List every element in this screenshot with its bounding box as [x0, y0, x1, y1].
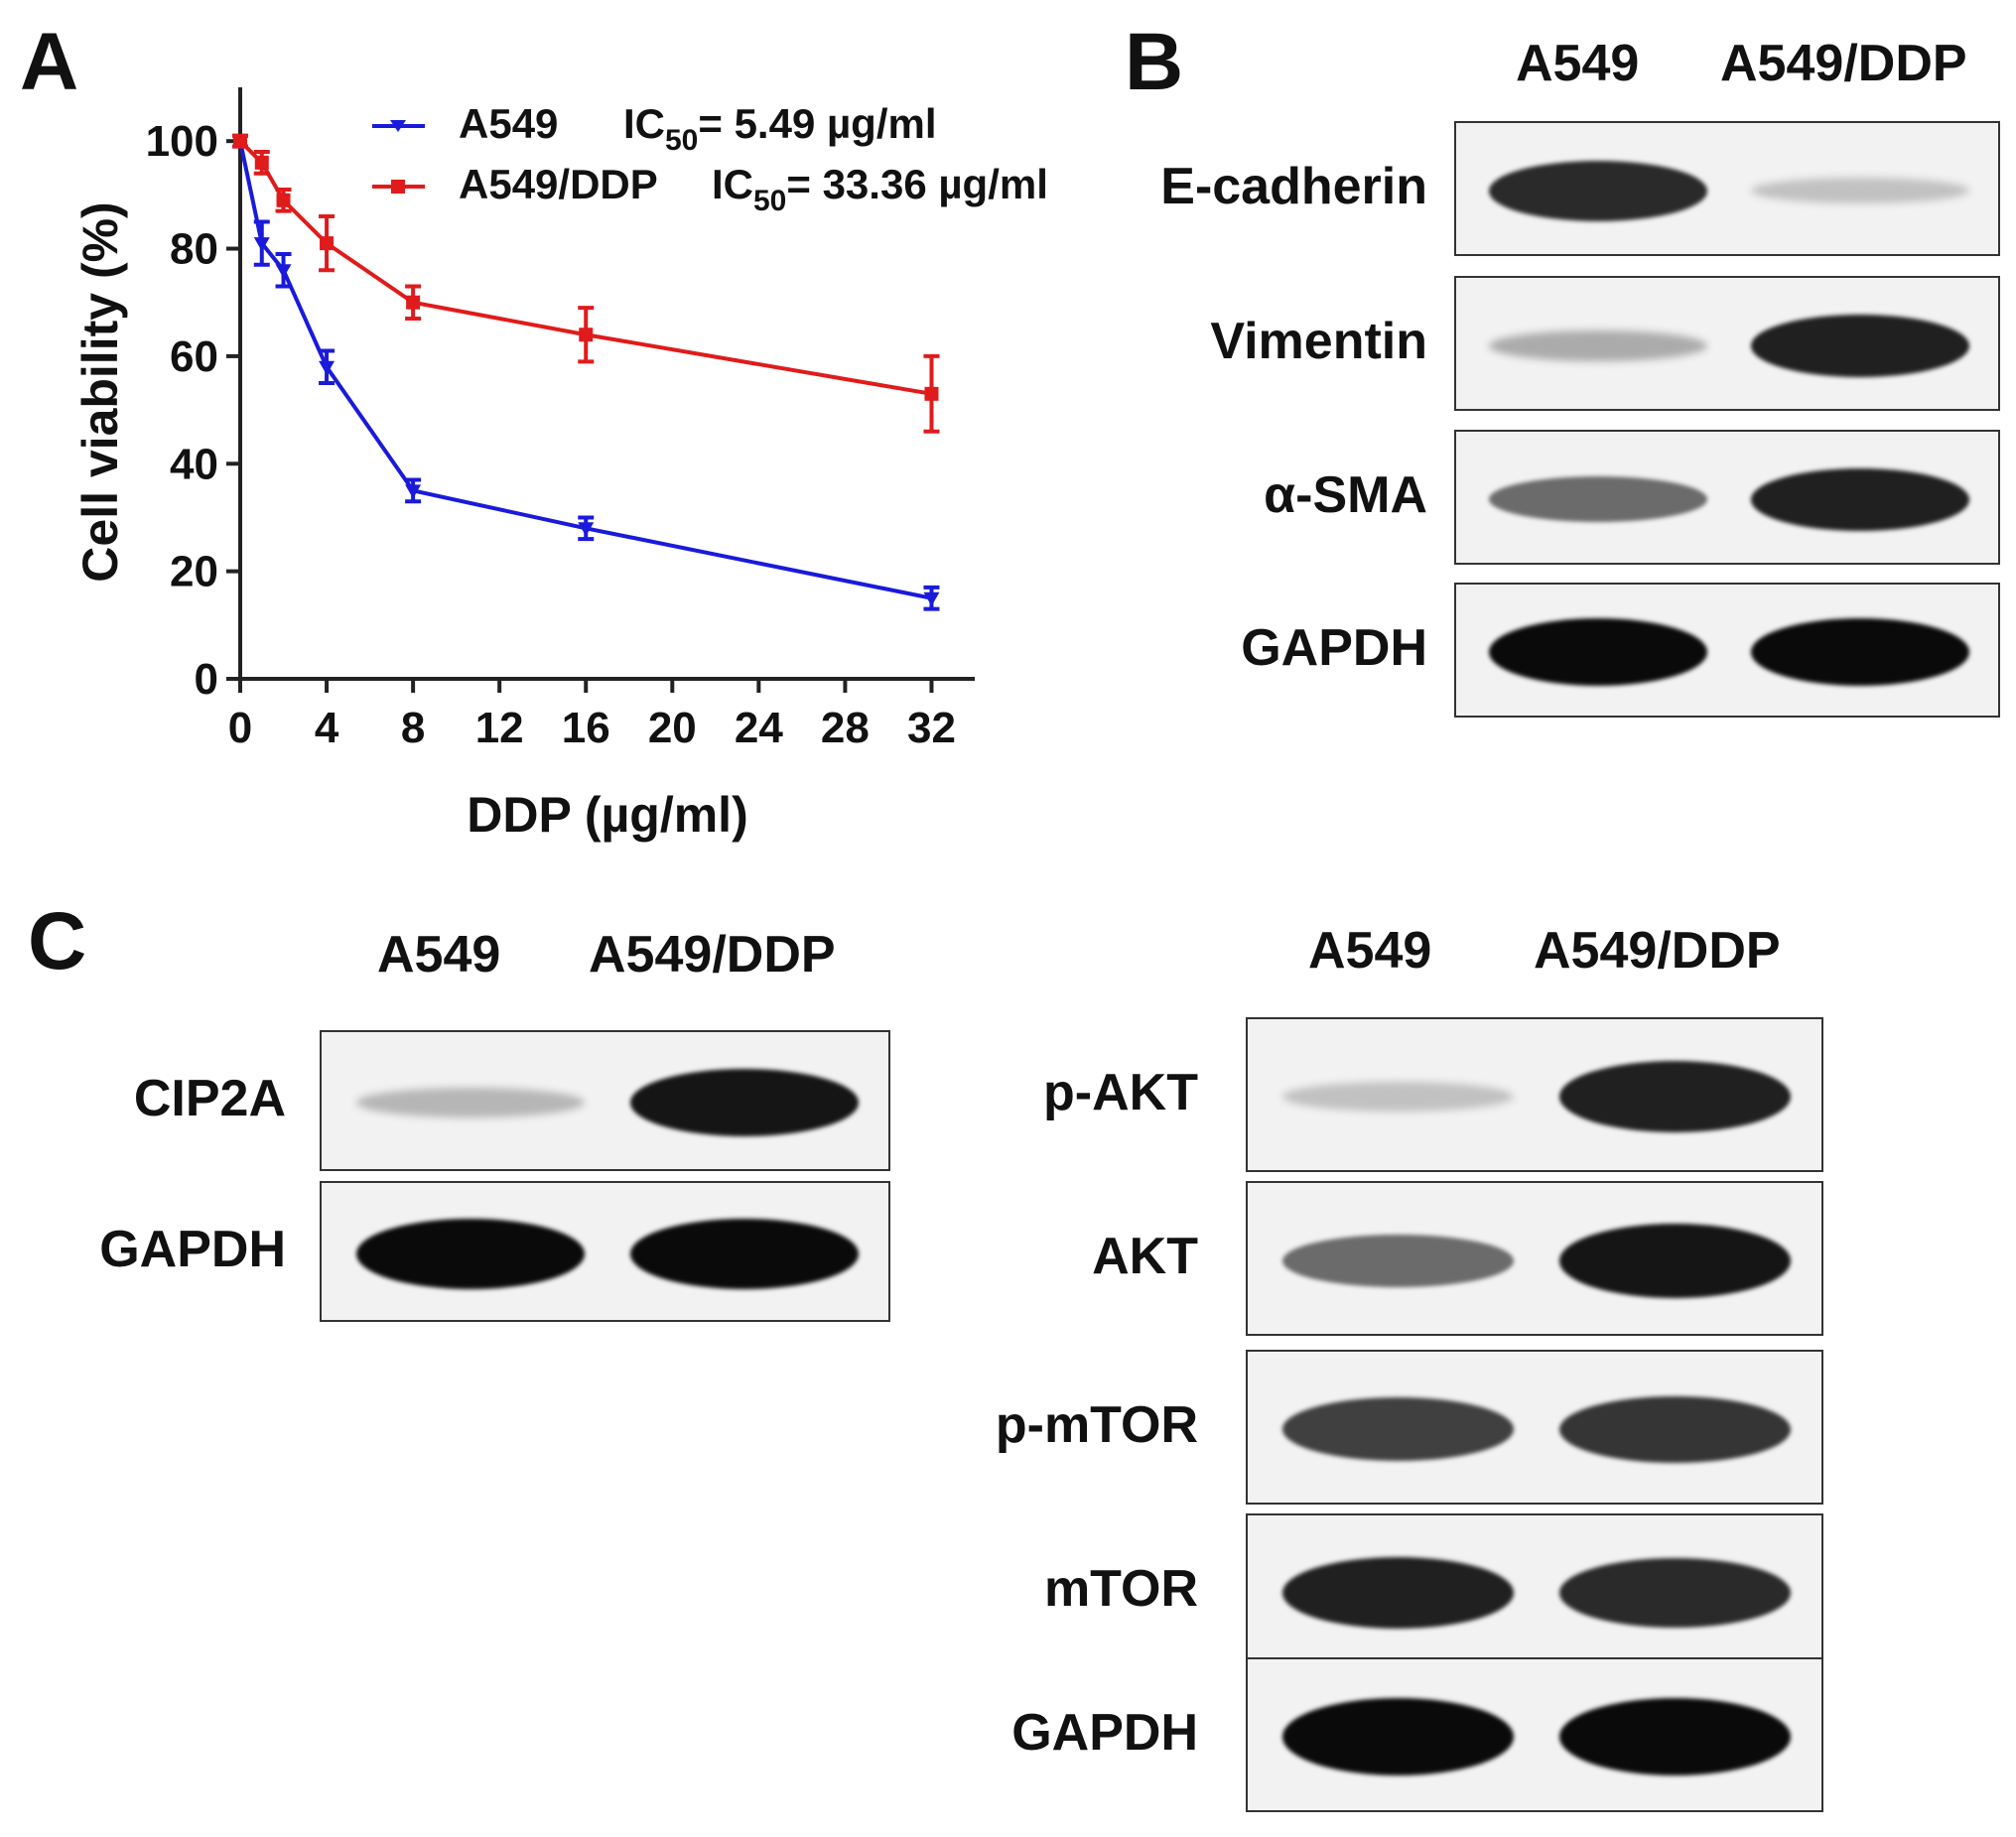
legend-swatch-marker	[391, 180, 405, 194]
blot-strip	[1454, 430, 2000, 565]
blot-band	[1751, 618, 1969, 686]
blot-row-label: E-cadherin	[1160, 158, 1427, 215]
blot-band	[629, 1218, 859, 1289]
series-a549	[232, 133, 940, 611]
blot-band	[1281, 1082, 1514, 1112]
data-point	[320, 236, 335, 251]
x-tick-label: 24	[735, 704, 783, 752]
blot-strip	[320, 1030, 890, 1171]
y-tick-label: 80	[170, 225, 218, 274]
x-axis-label: DDP (µg/ml)	[467, 787, 747, 843]
y-axis-label: Cell viability (%)	[72, 201, 128, 582]
blot-row-label: α-SMA	[1264, 466, 1427, 524]
legend-ic50-label: IC50= 5.49 µg/ml	[623, 100, 937, 157]
x-tick-label: 4	[315, 704, 339, 752]
x-tick-label: 0	[228, 704, 252, 752]
lane-header: A549	[1516, 35, 1640, 92]
lane-header: A549/DDP	[589, 926, 836, 984]
panel-letter-c: C	[28, 896, 87, 986]
legend-entry: A549/DDP IC50= 33.36 µg/ml	[372, 161, 1048, 217]
legend-entry: A549 IC50= 5.49 µg/ml	[372, 100, 937, 157]
data-point	[253, 237, 270, 252]
legend-series-name: A549	[459, 100, 558, 147]
legend-series-name: A549/DDP	[459, 161, 658, 207]
panel-letter-b: B	[1125, 17, 1184, 107]
data-point	[406, 295, 421, 310]
y-tick-label: 40	[170, 440, 218, 488]
x-tick-label: 28	[821, 704, 870, 752]
blot-band	[1559, 1223, 1792, 1298]
blot-strip	[1246, 1017, 1823, 1172]
legend-ic50-label: IC50= 33.36 µg/ml	[712, 161, 1048, 217]
y-tick-label: 100	[146, 117, 218, 166]
x-tick-label: 12	[475, 704, 524, 752]
blot-strip	[1246, 1350, 1823, 1505]
blot-band	[355, 1218, 585, 1289]
data-point	[923, 591, 940, 606]
data-point	[233, 134, 247, 149]
blot-band	[629, 1069, 859, 1136]
legend-swatch-marker	[390, 120, 406, 132]
blot-band	[1751, 467, 1969, 531]
blot-row-label: CIP2A	[133, 1070, 286, 1127]
blot-strip	[1454, 276, 2000, 411]
data-point	[275, 264, 292, 279]
blot-band	[1751, 178, 1969, 203]
data-point	[254, 155, 269, 170]
series-a549-ddp	[232, 133, 940, 434]
data-point	[276, 193, 291, 207]
y-tick-label: 60	[170, 332, 218, 381]
blot-band	[1489, 160, 1707, 221]
blot-row-label: GAPDH	[99, 1221, 286, 1278]
blot-strip	[1246, 1181, 1823, 1336]
blot-row-label: GAPDH	[1011, 1704, 1198, 1762]
x-tick-label: 32	[907, 704, 956, 752]
blot-row-label: mTOR	[1043, 1560, 1198, 1618]
blot-band	[1559, 1395, 1792, 1463]
lane-header: A549	[377, 926, 501, 984]
blot-strip	[320, 1181, 890, 1322]
blot-band	[1489, 618, 1707, 686]
blot-strip	[1454, 121, 2000, 256]
blot-band	[1751, 314, 1969, 377]
blot-band	[1281, 1397, 1514, 1461]
lane-header: A549/DDP	[1534, 922, 1781, 980]
blot-strip	[1454, 583, 2000, 718]
data-point	[578, 522, 595, 537]
blot-band	[355, 1088, 585, 1117]
x-tick-label: 16	[562, 704, 610, 752]
lane-header: A549/DDP	[1720, 35, 1967, 92]
blot-row-label: Vimentin	[1210, 313, 1427, 370]
panel-letter-a: A	[20, 17, 79, 107]
x-tick-label: 20	[648, 704, 697, 752]
lane-header: A549	[1308, 922, 1432, 980]
y-tick-label: 20	[170, 548, 218, 596]
blot-band	[1559, 1061, 1792, 1132]
blot-band	[1489, 476, 1707, 522]
blot-band	[1559, 1698, 1792, 1775]
blot-strip	[1246, 1657, 1823, 1812]
data-point	[319, 360, 336, 375]
blot-band	[1489, 329, 1707, 361]
blot-strip	[1246, 1513, 1823, 1668]
blot-row-label: p-AKT	[1043, 1064, 1198, 1121]
data-point	[579, 328, 594, 342]
cell-viability-chart: 0 4 8 12 16 20 24 28 32 0 20 40 60 80 100 A549 IC50= 5.…	[72, 87, 1048, 843]
blot-band	[1281, 1234, 1514, 1287]
blot-band	[1559, 1558, 1792, 1628]
data-point	[405, 484, 422, 499]
chart-axes: 0 4 8 12 16 20 24 28 32 0 20 40 60 80 100	[146, 87, 975, 752]
data-point	[924, 386, 939, 401]
blot-row-label: GAPDH	[1241, 619, 1427, 677]
blot-band	[1281, 1557, 1514, 1629]
blot-row-label: AKT	[1092, 1228, 1198, 1285]
blot-row-label: p-mTOR	[995, 1396, 1198, 1454]
x-tick-label: 8	[401, 704, 425, 752]
chart-series-layer	[232, 133, 940, 611]
blot-band	[1281, 1698, 1514, 1775]
y-tick-label: 0	[195, 655, 218, 704]
